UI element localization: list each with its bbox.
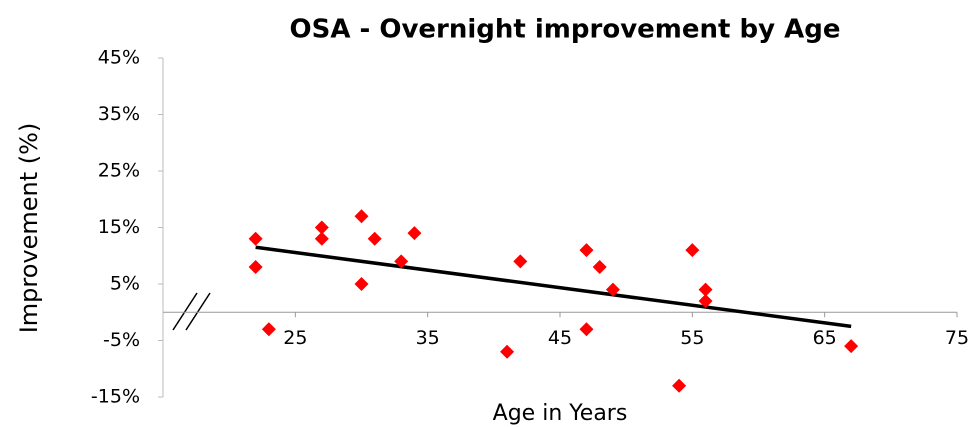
- data-point: [698, 282, 713, 297]
- x-tick-label: 25: [283, 327, 307, 349]
- data-point: [367, 231, 382, 246]
- axis-break: [172, 292, 211, 331]
- x-axis-label: Age in Years: [493, 401, 628, 426]
- y-tick-label: -15%: [91, 386, 140, 408]
- data-point: [394, 254, 409, 269]
- data-point: [354, 209, 369, 224]
- trendline: [255, 245, 852, 329]
- data-point: [407, 226, 422, 241]
- data-point: [513, 254, 528, 269]
- x-tick-label: 65: [813, 327, 837, 349]
- data-point: [579, 243, 594, 258]
- y-tick-label: 45%: [98, 47, 140, 69]
- y-axis-label: Improvement (%): [15, 123, 43, 334]
- y-tick-label: -5%: [103, 329, 140, 351]
- x-tick-label: 55: [680, 327, 704, 349]
- data-point: [592, 260, 607, 275]
- data-point: [248, 260, 263, 275]
- x-tick-label: 35: [416, 327, 440, 349]
- y-tick-label: 5%: [110, 273, 140, 295]
- data-point: [314, 231, 329, 246]
- data-point: [261, 322, 276, 337]
- data-point: [605, 282, 620, 297]
- data-point: [685, 243, 700, 258]
- data-point: [579, 322, 594, 337]
- y-tick-label: 25%: [98, 160, 140, 182]
- data-point: [844, 339, 859, 354]
- y-tick-label: 35%: [98, 103, 140, 125]
- data-point: [354, 277, 369, 291]
- x-tick-label: 45: [548, 327, 572, 349]
- data-point: [698, 293, 713, 308]
- y-tick-label: 15%: [98, 216, 140, 238]
- data-point: [500, 344, 515, 359]
- data-point: [314, 220, 329, 235]
- chart-title: OSA - Overnight improvement by Age: [290, 15, 841, 45]
- data-point: [672, 378, 687, 393]
- data-point: [248, 231, 263, 246]
- x-tick-label: 75: [945, 327, 968, 349]
